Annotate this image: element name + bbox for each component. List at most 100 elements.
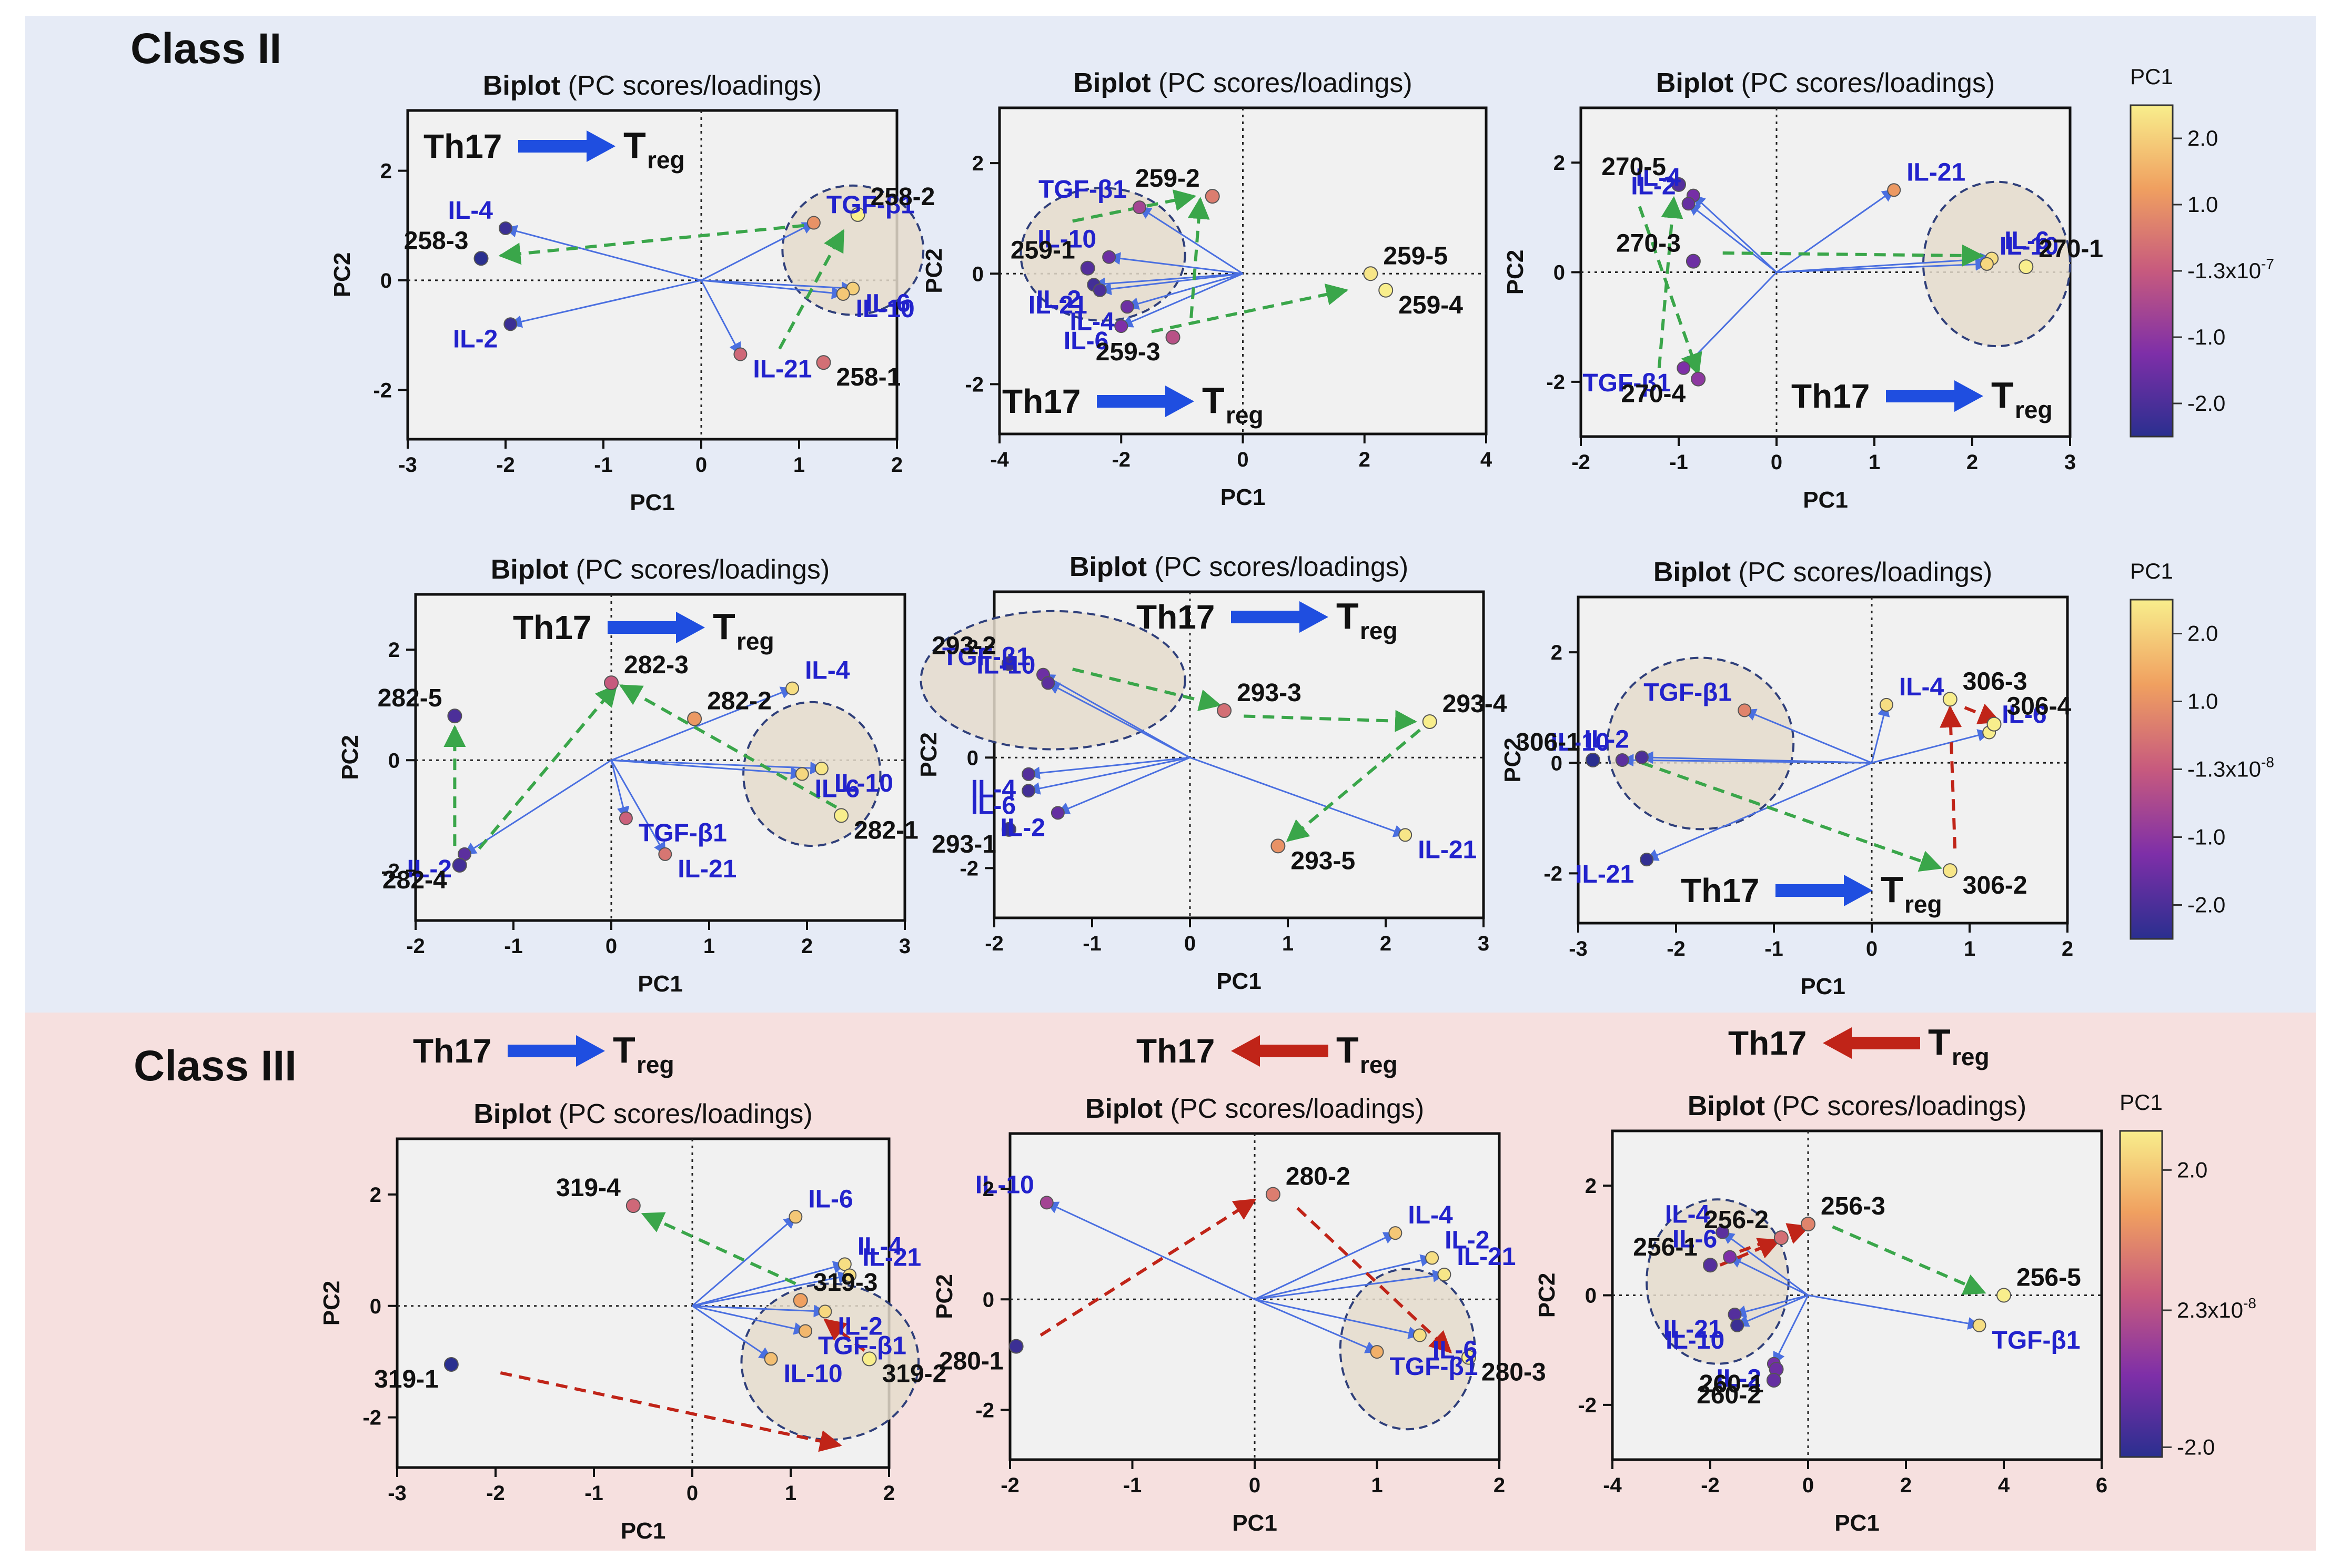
green-trajectory-arrow [778, 229, 845, 350]
th17-label: Th17 [1002, 382, 1081, 420]
score-label: 256-5 [2016, 1264, 2081, 1292]
x-tick-label: -1 [594, 453, 613, 477]
score-label: 259-1 [1011, 237, 1075, 265]
loading-label: TGF-β1 [639, 820, 727, 847]
red-trajectory-arrow [1964, 703, 2001, 724]
loading-label: IL-6 [1672, 1226, 1717, 1253]
score-label: 282-5 [378, 684, 442, 712]
score-point [1008, 1339, 1024, 1354]
chart-title-bold: Biplot [1085, 1094, 1163, 1124]
y-tick-label: 0 [983, 1288, 994, 1311]
score-label: 306-1 [1516, 729, 1580, 756]
loading-point [1634, 750, 1649, 764]
score-point [1265, 1187, 1280, 1202]
loading-label: IL-21 [1663, 1316, 1722, 1343]
loading-point [1120, 300, 1134, 314]
chart-title: Biplot (PC scores/loadings) [1656, 68, 1995, 98]
plot-inner: IL-21 IL-4IL-2 IL-6IL-10 TGF-β1 270-5 270-3 27… [1581, 108, 2103, 437]
loading-vector [692, 1216, 797, 1307]
treg-subscript: reg [2015, 396, 2053, 423]
chart-title-rest: (PC scores/loadings) [1163, 1094, 1424, 1124]
score-point [793, 1293, 808, 1308]
loading-vector [611, 759, 804, 780]
score-label: 259-3 [1096, 338, 1161, 366]
x-tick-label: -1 [1083, 932, 1102, 955]
loading-point [1879, 697, 1893, 712]
score-point [1001, 656, 1016, 671]
green-trajectory-arrow [1657, 196, 1683, 369]
x-tick-label: -4 [1603, 1474, 1622, 1497]
loading-point [1398, 828, 1412, 842]
score-point [2019, 259, 2034, 275]
red-trajectory-arrow [500, 1371, 842, 1452]
loading-vector [1735, 1294, 1809, 1327]
cluster-circle [1922, 180, 2071, 348]
y-axis-label: PC2 [329, 252, 355, 298]
loading-point [818, 1304, 832, 1319]
score-point [1703, 1258, 1718, 1273]
loading-point [814, 762, 829, 776]
loading-label: IL-6 [2002, 701, 2046, 729]
loading-label: IL-2 [407, 855, 452, 883]
colorbar-3: PC1 2.0 2.3x10-8 -2.0 [2119, 1090, 2256, 1459]
loading-point [843, 1268, 857, 1282]
loading-label: TGF-β1 [1992, 1327, 2081, 1354]
loading-label: IL-4 [448, 197, 493, 225]
loading-vector [1189, 756, 1407, 837]
x-tick-label: 0 [1802, 1474, 1814, 1497]
treg-label: T [713, 606, 735, 647]
x-tick-label: -1 [1764, 937, 1783, 960]
loading-label: IL-21 [1028, 291, 1087, 319]
loading-label: IL-4 [1069, 308, 1115, 336]
score-label: 293-5 [1290, 847, 1355, 875]
y-tick-label: 0 [1553, 261, 1565, 285]
loading-point [836, 287, 850, 301]
plot-inner: IL-4IL-6IL-21IL-10IL-2TGF-β1256-3256-225… [1612, 1131, 2102, 1460]
chart-title-rest: (PC scores/loadings) [568, 554, 830, 585]
loading-label: TGF-β1 [1390, 1353, 1478, 1381]
colorbar-gradient [2130, 599, 2174, 940]
score-label: 319-3 [813, 1269, 878, 1297]
loading-vector [1254, 1232, 1397, 1300]
treg-subscript: reg [1360, 1051, 1398, 1078]
x-axis-label: PC1 [1800, 974, 1845, 999]
biplot-panel-8: Biplot (PC scores/loadings) IL-10 IL-4IL-2… [932, 1029, 1546, 1536]
score-point [1942, 692, 1957, 707]
loading-label: IL-21 [1418, 836, 1477, 864]
loading-label: IL-6 [971, 792, 1016, 820]
x-axis-label: PC1 [630, 490, 675, 515]
score-label: 293-3 [1237, 679, 1301, 707]
flow-arrow-right-icon [1775, 875, 1873, 906]
x-tick-label: 1 [1282, 932, 1294, 955]
colorbar-gradient [2119, 1130, 2163, 1458]
score-point [1205, 189, 1220, 204]
y-tick-label: -2 [373, 379, 392, 402]
x-tick-label: 3 [2064, 451, 2076, 474]
loading-point [837, 1257, 852, 1271]
x-axis-label: PC1 [621, 1518, 666, 1544]
loading-label: TGF-β1 [1582, 369, 1671, 397]
score-point [1080, 260, 1095, 276]
loading-point [764, 1352, 778, 1366]
y-axis-label: PC2 [921, 248, 947, 294]
chart-title-rest: (PC scores/loadings) [551, 1099, 813, 1129]
loading-point [1716, 1225, 1730, 1239]
colorbar-gradient [2130, 104, 2174, 438]
loading-vector [610, 760, 630, 820]
flow-arrow-right-icon [1886, 380, 1983, 412]
loading-point [806, 216, 821, 230]
loading-point [1102, 250, 1116, 264]
plot-inner: TGF-β1 IL-4 IL-6IL-10 IL-2 IL-21 258-2 258-3 25… [404, 110, 935, 439]
chart-title-rest: (PC scores/loadings) [1765, 1091, 2026, 1121]
loading-point [1972, 1318, 1986, 1332]
colorbar-exponent: -8 [2243, 1295, 2256, 1311]
loading-vector [1871, 703, 1890, 763]
loading-vector [1645, 762, 1872, 861]
score-point [1217, 703, 1232, 718]
score-point [473, 251, 489, 266]
green-trajectory-arrow [1187, 197, 1210, 318]
